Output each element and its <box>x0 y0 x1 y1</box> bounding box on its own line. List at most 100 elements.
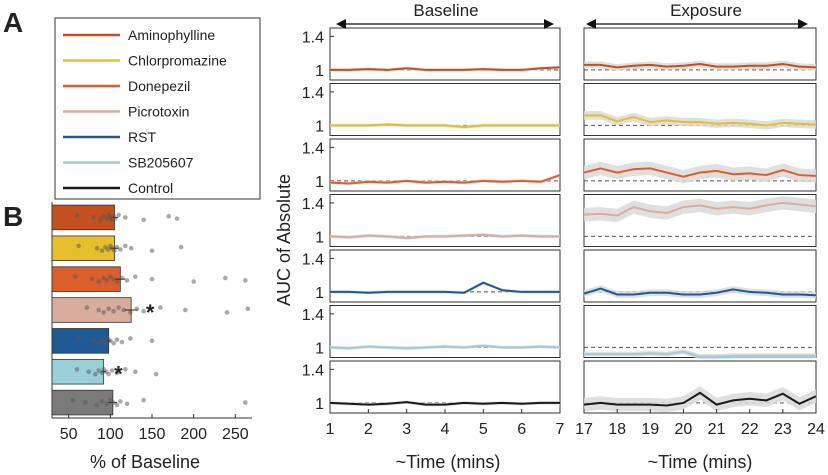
bar-point-3-11 <box>183 307 188 313</box>
bar-point-5-1 <box>86 369 91 375</box>
legend-label-4: RST <box>128 129 156 145</box>
bar-point-3-9 <box>141 308 146 314</box>
x-tick-label-left-0: 1 <box>326 421 335 438</box>
x-tick-label-right-2: 19 <box>641 421 659 438</box>
y-tick-label-5-1: 1.4 <box>302 307 324 324</box>
bar-x-tick-label-2: 150 <box>139 426 166 443</box>
baseline-label: Baseline <box>413 1 478 20</box>
bar-point-3-7 <box>128 310 133 315</box>
exposure-series-5 <box>584 350 816 358</box>
x-tick-label-left-2: 3 <box>402 421 411 438</box>
x-tick-label-left-4: 5 <box>479 421 488 438</box>
bar-point-6-1 <box>83 400 88 405</box>
bar-point-6-6 <box>111 400 116 405</box>
bar-point-5-11 <box>133 369 138 375</box>
bar-x-tick-label-1: 100 <box>97 426 124 443</box>
bar-point-5-12 <box>153 371 159 377</box>
x-tick-label-right-4: 21 <box>708 421 726 438</box>
bar-point-3-12 <box>224 310 230 315</box>
bar-point-3-4 <box>111 308 116 314</box>
bar-point-0-10 <box>116 212 121 218</box>
x-tick-label-right-3: 20 <box>675 421 693 438</box>
y-tick-label-6-1: 1.4 <box>302 362 324 379</box>
y-tick-label-6-0: 1 <box>315 396 324 413</box>
legend-label-5: SB205607 <box>128 155 194 171</box>
baseline-series-5 <box>329 344 561 350</box>
bar-point-1-13 <box>178 244 184 250</box>
baseline-panel-frame-0 <box>329 27 561 81</box>
bar-point-2-4 <box>104 278 110 283</box>
y-tick-label-3-0: 1 <box>315 229 324 246</box>
bar-point-2-1 <box>89 276 95 282</box>
bar-point-2-2 <box>96 279 101 284</box>
baseline-band-2 <box>330 173 560 186</box>
bar-point-3-1 <box>96 307 101 313</box>
bar-point-0-9 <box>113 216 118 221</box>
bar-point-3-5 <box>116 305 121 310</box>
y-axis-label: AUC of Absolute <box>274 174 294 306</box>
exposure-band-0 <box>584 60 816 71</box>
bar-point-3-8 <box>134 306 140 312</box>
bar-point-2-8 <box>119 275 125 281</box>
exposure-series-6 <box>583 391 817 407</box>
y-tick-label-2-0: 1 <box>315 174 324 191</box>
bar-point-0-13 <box>166 213 171 219</box>
exposure-series-0 <box>584 63 817 69</box>
bar-point-5-3 <box>96 368 101 373</box>
bar-point-2-13 <box>223 275 228 281</box>
bar-x-axis-label: % of Baseline <box>90 452 200 472</box>
exposure-panel-frame-0 <box>583 27 817 81</box>
legend-label-6: Control <box>128 180 173 196</box>
bar-point-5-2 <box>93 371 98 377</box>
bar-point-3-0 <box>84 305 90 310</box>
exposure-series-2 <box>583 167 817 178</box>
bar-point-0-11 <box>123 215 128 220</box>
bar-point-3-2 <box>101 310 106 315</box>
bar-point-2-9 <box>124 278 130 283</box>
y-tick-label-4-0: 1 <box>315 285 324 302</box>
bar-point-1-0 <box>76 243 81 249</box>
bar-2 <box>51 266 121 292</box>
y-tick-label-4-1: 1.4 <box>302 251 324 268</box>
x-axis-label-right: ~Time (mins) <box>648 452 753 472</box>
bar-point-2-10 <box>133 274 138 280</box>
bar-point-4-9 <box>119 339 125 345</box>
bar-point-4-0 <box>76 336 81 341</box>
legend-label-1: Chlorpromazine <box>128 53 227 69</box>
line-charts: 11.411.411.411.411.411.411.41 2 3 4 5 6 7 17 18 1… <box>302 27 825 438</box>
exposure-arrow-head-left <box>586 19 596 29</box>
bar-point-2-3 <box>101 275 106 281</box>
exposure-panel-frame-4 <box>583 249 817 303</box>
x-tick-label-right-5: 22 <box>741 421 759 438</box>
baseline-band-6 <box>330 400 560 407</box>
bar-point-1-1 <box>94 245 100 251</box>
y-tick-label-0-0: 1 <box>315 63 324 80</box>
exposure-series-1 <box>584 114 817 127</box>
baseline-series-3 <box>329 233 560 240</box>
x-tick-label-left-1: 2 <box>364 421 373 438</box>
bar-point-6-4 <box>104 401 110 407</box>
baseline-series-4 <box>330 281 560 294</box>
exposure-panel-frame-2 <box>583 138 817 192</box>
legend-label-3: Picrotoxin <box>128 104 189 120</box>
exposure-band-6 <box>584 386 816 413</box>
exposure-panel-frame-5 <box>583 305 817 358</box>
bar-point-3-3 <box>106 306 111 312</box>
x-tick-label-right-1: 18 <box>608 421 626 438</box>
bar-point-1-12 <box>149 248 155 253</box>
bar-chart: * * 50 100 150 200 250 <box>51 202 252 443</box>
bar-point-5-4 <box>99 370 105 376</box>
bar-point-4-7 <box>111 340 116 346</box>
x-tick-label-left-3: 4 <box>441 421 450 438</box>
bar-point-2-11 <box>149 276 155 282</box>
bar-5 <box>51 358 105 385</box>
exposure-band-3 <box>584 196 816 223</box>
bar-point-4-11 <box>149 338 155 344</box>
bar-significance-3: * <box>146 300 155 325</box>
legend-label-0: Aminophylline <box>128 27 215 43</box>
bar-3 <box>51 297 132 323</box>
bar-point-1-9 <box>118 247 123 252</box>
bar-point-6-0 <box>70 397 76 403</box>
baseline-panel-frame-3 <box>329 194 561 247</box>
